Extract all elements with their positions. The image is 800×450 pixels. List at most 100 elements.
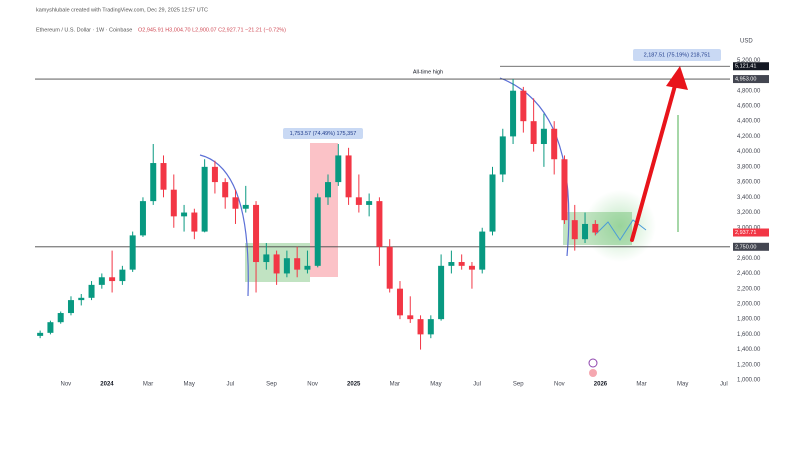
candle-body — [571, 220, 578, 240]
x-tick-label: Nov — [307, 382, 318, 388]
x-tick-label: Mar — [636, 382, 646, 388]
candle-body — [242, 204, 249, 209]
y-tick-label: 4,600.00 — [737, 104, 761, 110]
y-tick-label: 1,800.00 — [737, 317, 761, 323]
candle-body — [129, 235, 136, 270]
candle-body — [201, 166, 208, 232]
candle-body — [98, 277, 105, 285]
x-tick-label: Nov — [61, 382, 72, 388]
y-tick-label: 2,600.00 — [737, 256, 761, 262]
price-tag-label: 2,750.00 — [735, 244, 756, 250]
candle-body — [170, 189, 177, 217]
y-tick-label: 1,000.00 — [737, 378, 761, 384]
y-tick-label: 2,000.00 — [737, 301, 761, 307]
y-tick-label: 1,200.00 — [737, 362, 761, 368]
candle-body — [119, 269, 126, 282]
candle-body — [499, 136, 506, 175]
credit: kamyshlubale created with TradingView.co… — [36, 7, 208, 13]
candle-body — [345, 155, 352, 198]
candle-body — [366, 201, 373, 205]
candle-body — [489, 174, 496, 232]
y-tick-label: 4,200.00 — [737, 134, 761, 140]
candle-body — [520, 90, 527, 122]
x-tick-label: May — [677, 382, 688, 388]
currency: USD — [740, 39, 753, 45]
y-tick-label: 3,600.00 — [737, 180, 761, 186]
x-tick-label: Mar — [390, 382, 400, 388]
x-tick-label: Sep — [513, 382, 524, 388]
candle-body — [283, 258, 290, 274]
x-tick-label: Nov — [554, 382, 565, 388]
candle-body — [139, 201, 146, 236]
candle-body — [417, 319, 424, 335]
x-tick-label: Mar — [143, 382, 153, 388]
candle-body — [458, 262, 465, 266]
candle-body — [438, 265, 445, 320]
candle-body — [304, 265, 311, 270]
symbol: Ethereum / U.S. Dollar · 1W · Coinbase — [36, 27, 132, 33]
y-tick-label: 5,200.00 — [737, 58, 761, 64]
candle-body — [47, 322, 54, 333]
candle-body — [150, 163, 157, 202]
y-tick-label: 3,000.00 — [737, 225, 761, 231]
event-icon — [589, 369, 597, 377]
event-icon — [588, 358, 598, 368]
y-tick-label: 1,600.00 — [737, 332, 761, 338]
ath-label: All-time high — [413, 69, 443, 75]
price-tag-label: 2,937.71 — [735, 230, 756, 236]
y-tick-label: 4,400.00 — [737, 119, 761, 125]
candle-body — [551, 128, 558, 160]
candle-body — [191, 212, 198, 232]
measure-label-box — [633, 49, 721, 61]
candle-body — [211, 166, 218, 183]
x-tick-label: May — [184, 382, 195, 388]
candle-body — [510, 90, 517, 137]
arrow-head — [666, 66, 688, 90]
price-tag — [733, 228, 769, 237]
y-tick-label: 2,200.00 — [737, 286, 761, 292]
x-tick-label: 2026 — [594, 382, 608, 388]
candle-body — [530, 121, 537, 145]
candle-body — [468, 265, 475, 270]
candle-body — [479, 231, 486, 270]
candle-body — [396, 288, 403, 316]
price-tag — [733, 75, 769, 84]
price-tag-label: 4,953.00 — [735, 77, 756, 83]
price-tag-label: 5,121.41 — [735, 64, 756, 70]
measure-box — [310, 143, 338, 277]
candle-body — [376, 201, 383, 247]
measure-label: 2,187.51 (75.19%) 218,751 — [644, 52, 711, 58]
candle-body — [561, 159, 568, 221]
measure-label-box — [283, 128, 363, 139]
x-tick-label: Jul — [720, 382, 728, 388]
candle-body — [540, 128, 547, 145]
candle-body — [355, 197, 362, 205]
x-tick-label: Jul — [227, 382, 235, 388]
candle-body — [57, 313, 64, 323]
candle-body — [335, 155, 342, 183]
candle-body — [67, 300, 74, 314]
glow — [584, 190, 656, 262]
ohlc: O2,945.91 H3,004.70 L2,900.07 C2,927.71 … — [138, 27, 286, 33]
candle-body — [109, 277, 116, 282]
candle-body — [294, 258, 301, 270]
candle-body — [253, 204, 260, 263]
candle-body — [232, 197, 239, 209]
candle-body — [427, 319, 434, 335]
arrow — [630, 66, 688, 242]
y-tick-label: 4,000.00 — [737, 149, 761, 155]
candle-body — [263, 254, 270, 263]
candle-body — [582, 223, 589, 240]
price-tag — [733, 62, 769, 71]
x-tick-label: Sep — [266, 382, 277, 388]
candle-body — [325, 182, 332, 198]
y-tick-label: 1,400.00 — [737, 347, 761, 353]
candle-body — [160, 163, 167, 190]
arc — [199, 154, 249, 297]
candle-body — [78, 297, 85, 301]
arrow-shaft — [630, 80, 678, 242]
candle-body — [592, 223, 599, 233]
y-tick-label: 3,400.00 — [737, 195, 761, 201]
candle-body — [386, 246, 393, 289]
